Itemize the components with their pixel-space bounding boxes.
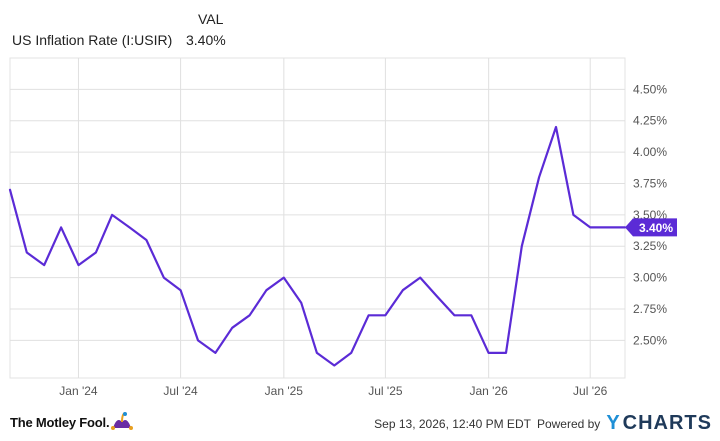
y-axis-labels: 2.50% 2.75% 3.00% 3.25% 3.50% 3.75% 4.00% 4.25%… (633, 82, 667, 347)
y-tick-label: 3.00% (633, 271, 667, 285)
ycharts-wordmark: CHARTS (622, 412, 712, 434)
footer-attribution: Sep 13, 2026, 12:40 PM EDT Powered by Y … (374, 412, 712, 435)
ycharts-logo: Y CHARTS (606, 412, 712, 435)
footer-brand: The Motley Fool. (10, 409, 134, 435)
plot-area (9, 57, 626, 379)
legend-series-value: 3.40% (186, 32, 226, 48)
motley-fool-logo: The Motley Fool. (10, 414, 110, 430)
last-value-label: 3.40% (639, 221, 673, 235)
series-group (8, 125, 627, 367)
powered-by-label: Powered by (536, 416, 601, 431)
last-value-badge-shape (625, 218, 677, 237)
y-tick-label: 4.00% (633, 145, 667, 159)
last-value-badge: 3.40% (625, 218, 677, 237)
y-tick-label: 3.50% (633, 208, 667, 222)
legend-series-name: US Inflation Rate (I:USIR) (12, 32, 173, 48)
x-axis-labels: Jan '24 Jul '24 Jan '25 Jul '25 Jan '26 Jul '… (59, 384, 607, 398)
x-tick-label: Jul '25 (368, 384, 403, 398)
legend-header: VAL (198, 11, 224, 27)
y-tick-label: 2.50% (633, 333, 667, 347)
x-tick-label: Jul '26 (573, 384, 608, 398)
x-tick-label: Jul '24 (163, 384, 198, 398)
y-tick-label: 4.50% (633, 82, 667, 96)
ycharts-y-mark: Y (606, 412, 621, 434)
y-tick-label: 3.25% (633, 239, 667, 253)
y-tick-label: 3.75% (633, 176, 667, 190)
x-tick-label: Jan '26 (469, 384, 508, 398)
y-tick-label: 4.25% (633, 114, 667, 128)
jester-hat-icon (111, 412, 134, 430)
x-tick-label: Jan '24 (59, 384, 98, 398)
x-tick-label: Jan '25 (265, 384, 304, 398)
y-gridlines (10, 88, 625, 341)
y-tick-label: 2.75% (633, 302, 667, 316)
x-gridlines (77, 58, 591, 378)
timestamp: Sep 13, 2026, 12:40 PM EDT (374, 416, 531, 431)
